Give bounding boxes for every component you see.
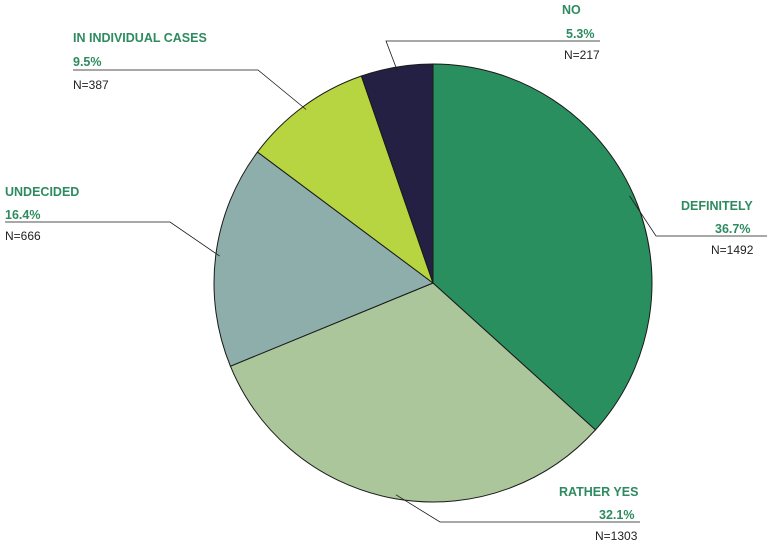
slice-label-definitely: DEFINITELY xyxy=(681,199,753,213)
label-in-individual-cases: IN INDIVIDUAL CASES 9.5% N=387 xyxy=(73,31,207,92)
pie-slice-definitely xyxy=(432,63,653,431)
slice-label-rather-yes: RATHER YES xyxy=(559,485,638,499)
slice-percent-no: 5.3% xyxy=(566,27,595,41)
leader-line-rather-yes xyxy=(395,494,640,523)
slice-n-in-individual-cases: N=387 xyxy=(73,78,109,92)
leader-line-definitely xyxy=(629,195,767,237)
leader-lines xyxy=(5,40,767,523)
slice-n-definitely: N=1492 xyxy=(711,243,754,257)
pie-slice-in-individual-cases xyxy=(256,75,435,285)
leader-line-in-individual-cases xyxy=(73,69,307,110)
slice-percent-in-individual-cases: 9.5% xyxy=(73,55,102,69)
slice-n-no: N=217 xyxy=(564,48,600,62)
slice-percent-undecided: 16.4% xyxy=(5,208,40,222)
leader-line-no xyxy=(385,40,600,72)
slice-label-in-individual-cases: IN INDIVIDUAL CASES xyxy=(73,31,207,45)
pie-slices xyxy=(213,63,653,503)
pie-slice-rather-yes xyxy=(229,282,597,503)
slice-percent-definitely: 36.7% xyxy=(715,222,750,236)
slice-label-no: NO xyxy=(562,3,581,17)
slice-percent-rather-yes: 32.1% xyxy=(599,508,634,522)
slice-n-undecided: N=666 xyxy=(5,229,41,243)
label-definitely: DEFINITELY 36.7% N=1492 xyxy=(681,199,754,257)
slice-label-undecided: UNDECIDED xyxy=(5,185,79,199)
pie-slice-no xyxy=(360,63,434,284)
label-rather-yes: RATHER YES 32.1% N=1303 xyxy=(559,485,638,543)
leader-line-undecided xyxy=(5,221,220,257)
label-no: NO 5.3% N=217 xyxy=(562,3,600,62)
pie-slice-undecided xyxy=(213,151,435,367)
slice-n-rather-yes: N=1303 xyxy=(595,529,638,543)
label-undecided: UNDECIDED 16.4% N=666 xyxy=(5,185,79,243)
